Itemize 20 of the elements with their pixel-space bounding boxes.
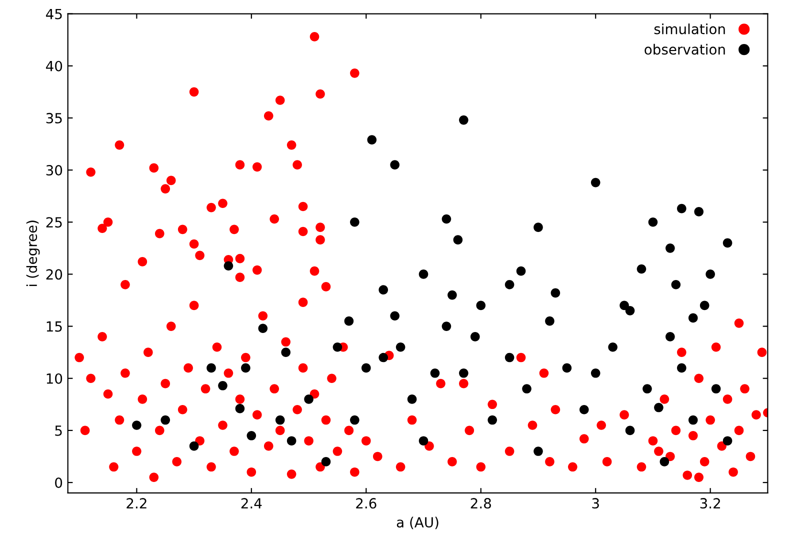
y-tick-label: 25 bbox=[46, 217, 62, 228]
x-tick-label: 2.8 bbox=[470, 498, 491, 509]
x-tick-label: 2.2 bbox=[126, 498, 146, 508]
legend-label: simulation bbox=[654, 24, 725, 34]
x-tick-label: 2.4 bbox=[241, 498, 262, 508]
x-tick-label: 3.2 bbox=[700, 498, 720, 509]
y-tick-label: 15 bbox=[46, 321, 62, 332]
y-tick-label: 45 bbox=[46, 8, 62, 20]
y-tick-label: 5 bbox=[55, 426, 62, 436]
y-tick-label: 10 bbox=[46, 373, 62, 384]
y-tick-label: 40 bbox=[46, 60, 62, 72]
x-axis-title: a (AU) bbox=[396, 516, 438, 530]
y-tick-label: 0 bbox=[55, 477, 62, 488]
x-tick-label: 2.6 bbox=[356, 498, 376, 509]
y-tick-label: 30 bbox=[46, 165, 62, 176]
y-tick-label: 35 bbox=[46, 112, 62, 124]
legend-label: observation bbox=[644, 44, 725, 55]
y-tick-label: 20 bbox=[46, 269, 62, 280]
x-tick-label: 3 bbox=[592, 498, 599, 509]
y-axis-title: i (degree) bbox=[26, 220, 40, 286]
